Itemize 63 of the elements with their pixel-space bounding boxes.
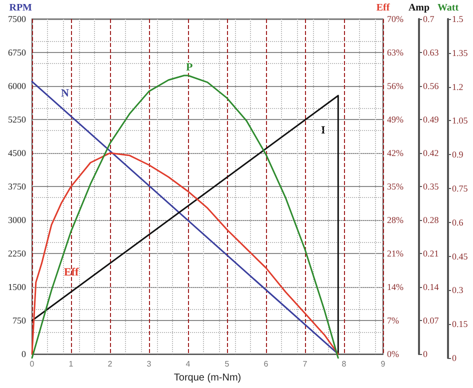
y-tick-label: 4500	[8, 148, 26, 158]
y-tick-label: 1500	[8, 282, 26, 292]
y2-tick-label: 28%	[387, 215, 404, 226]
y-tick-label: 0.45	[452, 251, 468, 262]
y-tick-label: 0.6	[452, 217, 464, 228]
y2-tick-label: 0%	[387, 349, 400, 360]
y-tick-label: 6000	[8, 81, 26, 92]
y2-tick-label: 70%	[387, 14, 404, 24]
y-tick-label: 1.05	[452, 116, 468, 126]
x-tick-label: 4	[186, 360, 191, 369]
y-tick-label: 0.75	[452, 184, 468, 194]
y3-tick-label: 0	[423, 349, 428, 360]
y3-tick-label: 0.35	[423, 182, 440, 192]
y2-tick-label: 7%	[387, 316, 400, 326]
line-series	[31, 152, 339, 355]
x-tick-label: 9	[380, 360, 386, 369]
y-tick-label: 750	[12, 316, 26, 326]
y3-tick-label: 0.14	[423, 282, 440, 292]
y-tick-label: 3750	[8, 182, 26, 192]
y-axis-title: Watt	[437, 2, 460, 14]
x-tick-label: 3	[146, 360, 152, 369]
y3-tick-label: 0.7	[423, 14, 435, 24]
y-axis-title: RPM	[9, 2, 33, 14]
x-tick-label: 6	[264, 360, 269, 369]
y-tick-label: 1.2	[452, 82, 464, 92]
annotation: P	[186, 62, 193, 74]
y3-tick-label: 0.07	[423, 316, 440, 326]
y3-tick-label: 0.56	[423, 81, 440, 92]
y3-tick-label: 0.28	[423, 215, 440, 226]
y-tick-label: 2250	[8, 248, 26, 259]
x-tick-label: 8	[342, 360, 347, 369]
annotation: I	[321, 124, 326, 136]
y2-tick-label: 35%	[387, 182, 404, 192]
y-tick-label: 0.3	[452, 285, 464, 296]
x-tick-label: 2	[108, 360, 113, 369]
x-tick-label: 0	[30, 360, 35, 369]
y3-tick-label: 0.21	[423, 248, 439, 259]
y2-tick-label: 56%	[387, 81, 404, 92]
x-axis-title: Torque (m-Nm)	[174, 372, 242, 384]
y3-tick-label: 0.49	[423, 114, 440, 125]
x-tick-label: 5	[224, 360, 230, 369]
y-tick-label: 0	[22, 349, 26, 360]
y-tick-label: 6750	[8, 48, 26, 58]
y2-tick-label: 63%	[387, 48, 404, 58]
annotation: N	[61, 88, 69, 100]
y-tick-label: 1.35	[452, 48, 468, 58]
y2-tick-label: 49%	[387, 114, 404, 125]
x-tick-label: 7	[302, 360, 308, 369]
y2-tick-label: 21%	[387, 248, 404, 259]
annotation: Eff	[64, 266, 79, 278]
y3-tick-label: 0.42	[423, 148, 439, 158]
y-tick-label: 7500	[8, 14, 26, 24]
y3-axis-title: Amp	[408, 2, 430, 14]
y-tick-label: 0.15	[452, 319, 468, 330]
y-tick-label: 3000	[8, 215, 26, 226]
x-tick-label: 1	[68, 360, 74, 369]
y3-tick-label: 0.63	[423, 48, 440, 58]
y2-tick-label: 14%	[387, 282, 404, 292]
y-tick-label: 1.5	[452, 14, 464, 24]
y2-tick-label: 42%	[387, 148, 404, 158]
y-tick-label: 5250	[8, 114, 26, 125]
y-tick-label: 0.9	[452, 150, 464, 160]
y2-axis-title: Eff	[376, 2, 390, 14]
